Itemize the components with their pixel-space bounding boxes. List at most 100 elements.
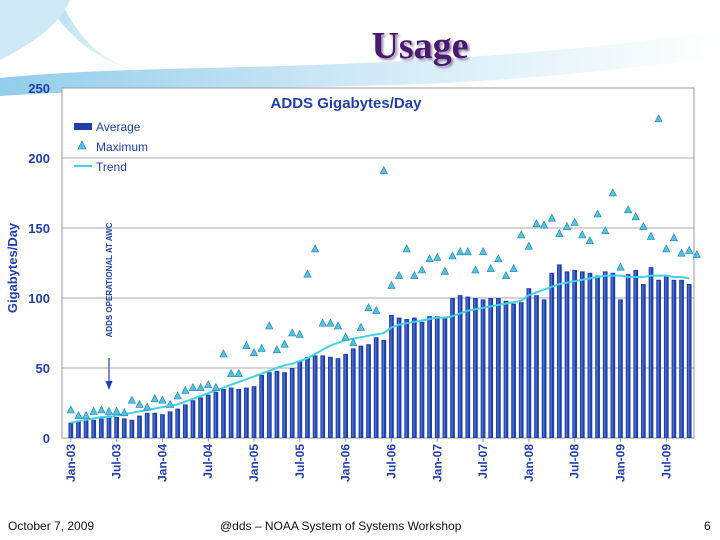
maximum-point — [440, 266, 449, 275]
average-bar-highlight — [184, 405, 186, 437]
maximum-point — [311, 244, 320, 253]
x-tick-label: Jan-08 — [522, 444, 536, 482]
maximum-point — [280, 339, 289, 348]
swoosh-decoration-2 — [45, 0, 140, 72]
average-bar-highlight — [176, 409, 178, 437]
average-bar-highlight — [565, 272, 568, 437]
maximum-point — [479, 247, 488, 256]
average-bar-highlight — [688, 285, 690, 437]
maximum-point — [227, 368, 236, 377]
maximum-point — [104, 406, 114, 415]
average-bar-highlight — [596, 276, 598, 437]
y-tick-label: 50 — [36, 361, 50, 376]
maximum-point — [326, 318, 335, 327]
average-bar-highlight — [69, 423, 72, 437]
average-bar-highlight — [161, 415, 163, 437]
maximum-point — [143, 402, 152, 411]
maximum-point — [624, 205, 633, 214]
average-bar-highlight — [665, 276, 667, 437]
average-bar-highlight — [84, 420, 87, 437]
maximum-point — [395, 270, 404, 279]
average-bar-highlight — [649, 268, 652, 437]
x-tick-label: Jul-07 — [476, 444, 490, 479]
annotation-text: ADDS OPERATIONAL AT AWC — [105, 222, 114, 337]
x-tick-label: Jul-06 — [385, 444, 399, 479]
average-bar-highlight — [336, 359, 339, 437]
maximum-point — [692, 249, 701, 258]
slide-title: Usage — [371, 25, 469, 67]
maximum-point — [89, 406, 98, 415]
maximum-point — [562, 221, 572, 230]
annotation-arrowhead — [105, 381, 113, 390]
average-bar-highlight — [359, 346, 362, 437]
maximum-point — [288, 328, 297, 337]
maximum-point — [341, 332, 350, 341]
maximum-point — [82, 410, 91, 419]
x-tick-label: Jul-09 — [659, 444, 673, 479]
maximum-point — [349, 338, 358, 347]
maximum-point — [639, 221, 648, 230]
y-tick-label: 0 — [43, 431, 50, 446]
maximum-point — [669, 233, 678, 242]
maximum-point — [196, 382, 205, 391]
maximum-point — [494, 254, 503, 263]
maximum-point — [97, 405, 106, 414]
y-tick-label: 100 — [28, 291, 50, 306]
average-bar-highlight — [390, 315, 392, 437]
legend-average-swatch — [74, 123, 92, 130]
maximum-point — [532, 219, 541, 228]
maximum-point — [456, 247, 465, 256]
average-bar-highlight — [542, 300, 545, 437]
maximum-point — [540, 220, 549, 229]
maximum-point — [555, 228, 564, 237]
maximum-point — [127, 395, 136, 404]
maximum-point — [249, 347, 259, 356]
maximum-point — [646, 231, 656, 240]
maximum-point — [265, 321, 274, 330]
average-bar-highlight — [642, 285, 644, 437]
average-bar-highlight — [504, 301, 507, 437]
average-bar-highlight — [657, 280, 659, 437]
maximum-point — [181, 385, 190, 394]
average-bar-highlight — [466, 297, 469, 437]
maximum-points — [66, 114, 701, 419]
legend-maximum-swatch — [77, 140, 87, 150]
average-bar-highlight — [321, 356, 323, 437]
maximum-point — [242, 340, 251, 349]
maximum-point — [364, 303, 373, 312]
maximum-point — [654, 114, 663, 123]
x-tick-label: Jan-05 — [247, 444, 261, 482]
maximum-point — [234, 368, 243, 377]
average-bar-highlight — [123, 419, 125, 437]
maximum-point — [417, 265, 427, 274]
maximum-point — [272, 345, 281, 354]
average-bar-highlight — [489, 299, 491, 437]
average-bar-highlight — [573, 271, 575, 437]
average-bar-highlight — [451, 299, 453, 437]
swoosh-decoration — [0, 30, 720, 96]
average-bar-highlight — [520, 303, 522, 437]
maximum-point — [74, 410, 83, 419]
maximum-point — [501, 270, 511, 279]
average-bar-highlight — [344, 355, 346, 437]
maximum-point — [547, 213, 556, 222]
annotation-operational: ADDS OPERATIONAL AT AWC — [105, 222, 114, 390]
average-bar-highlight — [329, 357, 331, 437]
average-bar-highlight — [397, 318, 400, 437]
average-bar-highlight — [214, 392, 217, 437]
maximum-point — [188, 382, 198, 391]
maximum-point — [433, 252, 442, 261]
maximum-point — [295, 329, 304, 338]
legend: Average Maximum Trend — [74, 120, 148, 174]
maximum-point — [135, 399, 144, 408]
average-bar-highlight — [405, 320, 407, 437]
maximum-point — [257, 343, 266, 352]
maximum-point — [372, 305, 381, 314]
legend-average-label: Average — [96, 120, 141, 134]
maximum-point — [593, 209, 602, 218]
x-tick-label: Jul-04 — [201, 444, 215, 479]
average-bar-highlight — [458, 296, 461, 437]
average-bar-highlight — [153, 413, 156, 437]
